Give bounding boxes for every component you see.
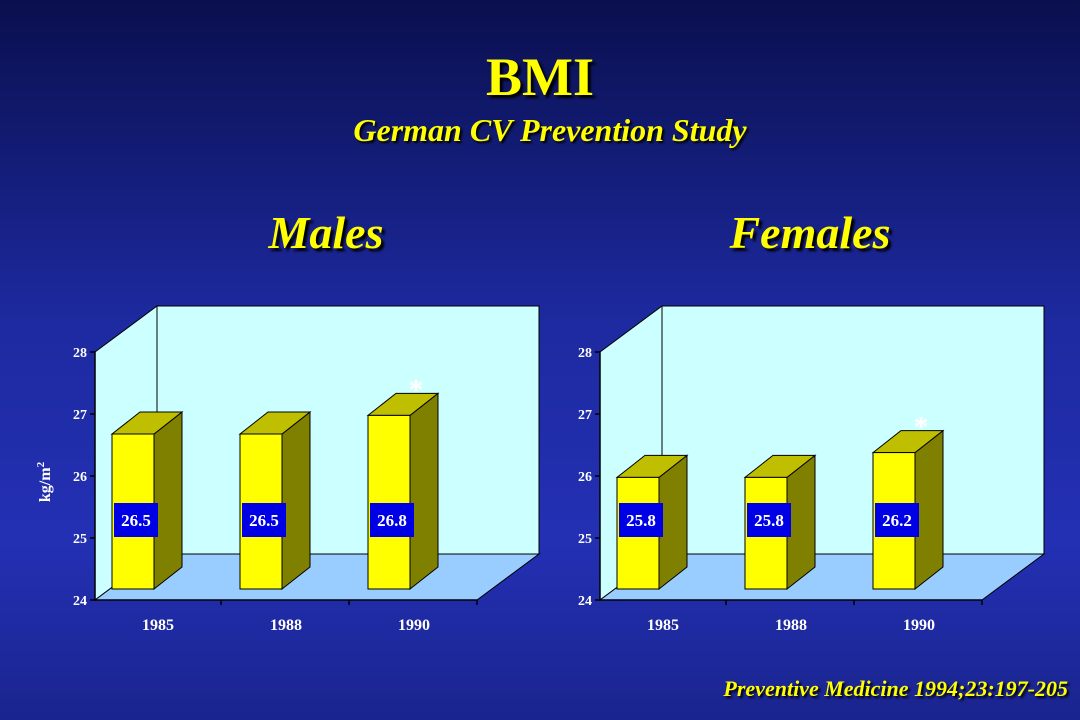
data-label: 26.5 <box>121 511 151 530</box>
x-tick-label: 1985 <box>142 617 174 634</box>
y-tick-label: 25 <box>73 532 87 547</box>
bar-1990: 26.2 * <box>871 411 945 591</box>
bar-side <box>786 454 816 591</box>
data-label: 26.5 <box>249 511 279 530</box>
x-tick-label: 1988 <box>775 617 807 634</box>
y-tick-label: 28 <box>73 346 87 361</box>
data-label: 26.8 <box>377 511 407 530</box>
data-label: 25.8 <box>754 511 784 530</box>
females-chart-title: Females <box>729 207 891 258</box>
bar-1985: 26.5 <box>110 410 184 591</box>
significance-asterisk: * <box>914 411 929 444</box>
bar-side <box>658 454 688 591</box>
slide-title: BMI <box>486 47 594 107</box>
chart-panel-1: 24 25 26 27 28 25.8 1985 25.8 1988 26.2 * 1990 <box>578 305 1046 634</box>
bar-front <box>367 414 411 590</box>
chart-back-wall <box>156 305 540 555</box>
bar-side <box>409 392 439 591</box>
data-label-box <box>114 503 158 537</box>
data-label-box <box>242 503 286 537</box>
data-label-box <box>747 503 791 537</box>
y-tick-label: 25 <box>578 532 592 547</box>
y-tick-label: 26 <box>578 470 592 485</box>
slide-subtitle: German CV Prevention Study <box>353 112 747 148</box>
bar-1988: 25.8 <box>743 454 817 591</box>
y-tick-label: 24 <box>578 594 592 609</box>
y-axis-label: kg/m2 <box>35 461 54 502</box>
data-label: 26.2 <box>882 511 912 530</box>
x-tick-label: 1985 <box>647 617 679 634</box>
y-tick-label: 27 <box>73 408 87 423</box>
bar-1988: 26.5 <box>238 410 312 591</box>
bar-side <box>153 410 183 591</box>
data-label-box <box>619 503 663 537</box>
data-label-box <box>875 503 919 537</box>
males-chart-title: Males <box>268 207 384 258</box>
data-label-box <box>370 503 414 537</box>
chart-back-wall <box>661 305 1045 555</box>
bar-1990: 26.8 * <box>366 373 440 591</box>
citation: Preventive Medicine 1994;23:197-205 <box>723 676 1068 701</box>
y-tick-label: 26 <box>73 470 87 485</box>
y-tick-label: 28 <box>578 346 592 361</box>
bar-1985: 25.8 <box>615 454 689 591</box>
y-tick-label: 27 <box>578 408 592 423</box>
significance-asterisk: * <box>409 373 424 406</box>
bar-side <box>914 429 944 591</box>
x-tick-label: 1990 <box>903 617 935 634</box>
chart-panel-0: 24 25 26 27 28 kg/m2 26.5 1985 26.5 1988 26.8 * 1990 <box>35 305 541 634</box>
data-label: 25.8 <box>626 511 656 530</box>
x-tick-label: 1988 <box>270 617 302 634</box>
y-tick-label: 24 <box>73 594 87 609</box>
bar-side <box>281 410 311 591</box>
x-tick-label: 1990 <box>398 617 430 634</box>
